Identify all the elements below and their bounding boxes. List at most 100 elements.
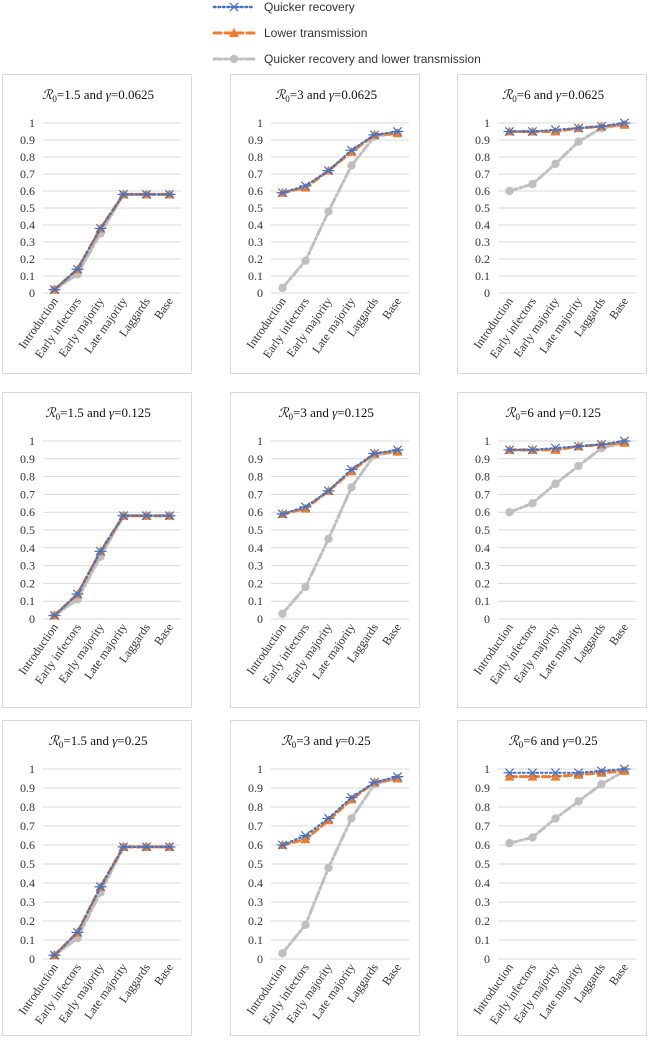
series-line xyxy=(281,131,399,195)
data-point xyxy=(94,223,107,234)
data-point xyxy=(278,949,287,958)
data-point xyxy=(572,768,585,778)
y-tick-label: 0.5 xyxy=(475,523,490,537)
data-point xyxy=(574,797,583,806)
y-tick-label: 0.7 xyxy=(475,487,490,501)
y-tick-label: 0.2 xyxy=(475,914,490,928)
data-point xyxy=(392,773,403,783)
y-tick-label: 0.8 xyxy=(248,800,263,814)
y-tick-label: 0.9 xyxy=(248,133,263,147)
data-point xyxy=(505,508,514,517)
y-tick-label: 0.7 xyxy=(248,819,263,833)
data-point xyxy=(322,486,335,496)
data-point xyxy=(526,445,539,455)
data-point xyxy=(527,771,538,781)
gamma-symbol: γ xyxy=(112,733,118,748)
y-tick-label: 0.6 xyxy=(20,838,35,852)
series-line xyxy=(281,131,399,290)
data-point xyxy=(618,118,631,128)
gamma-symbol: γ xyxy=(329,87,335,102)
y-tick-label: 0.5 xyxy=(248,201,263,215)
title-text-g: =0.0625 xyxy=(334,87,377,102)
title-text-g: =0.0625 xyxy=(561,87,604,102)
data-point xyxy=(595,121,608,132)
r-symbol: ℛ xyxy=(505,406,517,421)
y-tick-label: 0.1 xyxy=(248,269,263,283)
data-point xyxy=(392,446,403,456)
y-tick-label: 0.8 xyxy=(20,800,35,814)
y-tick-label: 0.1 xyxy=(20,933,35,947)
y-tick-label: 0.8 xyxy=(475,800,490,814)
y-tick-label: 0.1 xyxy=(20,594,35,608)
data-point xyxy=(550,771,561,781)
y-tick-label: 0.7 xyxy=(20,487,35,501)
y-tick-label: 0 xyxy=(484,286,490,300)
y-tick-label: 0.3 xyxy=(248,235,263,249)
data-point xyxy=(528,833,537,842)
y-tick-label: 0.9 xyxy=(20,133,35,147)
chart-title: ℛ0=3 and γ=0.25 xyxy=(281,733,370,750)
data-point xyxy=(345,792,358,803)
data-point xyxy=(140,842,153,852)
data-point xyxy=(278,609,287,618)
data-point xyxy=(597,780,606,789)
y-tick-label: 0.6 xyxy=(20,184,35,198)
y-tick-label: 0.5 xyxy=(475,201,490,215)
r-subscript: 0 xyxy=(289,412,294,422)
data-point xyxy=(619,765,630,775)
data-point xyxy=(596,767,607,777)
y-tick-label: 0 xyxy=(257,952,263,966)
r-subscript: 0 xyxy=(516,412,521,422)
data-point xyxy=(299,502,312,512)
data-point xyxy=(574,461,583,471)
data-point xyxy=(549,768,562,778)
r-subscript: 0 xyxy=(512,94,517,104)
data-point xyxy=(391,126,404,137)
data-point xyxy=(368,777,381,787)
y-tick-label: 0 xyxy=(257,286,263,300)
series-0 xyxy=(503,436,631,455)
gamma-symbol: γ xyxy=(106,87,112,102)
r-symbol: ℛ xyxy=(275,88,287,103)
data-point xyxy=(117,511,130,521)
y-tick-label: 0.6 xyxy=(20,505,35,519)
data-point xyxy=(526,768,539,778)
data-point xyxy=(94,882,107,892)
data-point xyxy=(528,180,537,189)
legend: Quicker recovery Lower transmission Quicke… xyxy=(212,0,542,66)
x-tick-label: Base xyxy=(606,295,631,322)
gamma-symbol: γ xyxy=(332,405,338,420)
y-tick-label: 0.7 xyxy=(475,167,490,181)
y-tick-label: 0.7 xyxy=(20,167,35,181)
y-tick-label: 0.4 xyxy=(248,876,263,890)
r-subscript: 0 xyxy=(52,94,57,104)
y-tick-label: 0.6 xyxy=(475,838,490,852)
data-point xyxy=(619,437,630,447)
y-tick-label: 0.3 xyxy=(20,559,35,573)
chart-title: ℛ0=3 and γ=0.0625 xyxy=(275,87,377,104)
gamma-symbol: γ xyxy=(562,733,568,748)
data-point xyxy=(324,207,333,216)
y-tick-label: 0.8 xyxy=(248,150,263,164)
data-point xyxy=(572,441,585,451)
chart-panel: ℛ0=3 and γ=0.0625 0 0.1 0.2 0.3 0.4 0.5 0.6 0.7 0… xyxy=(230,74,420,374)
y-tick-label: 0.5 xyxy=(475,857,490,871)
data-point xyxy=(140,189,153,200)
chart-title: ℛ0=1.5 and γ=0.125 xyxy=(45,405,150,422)
chart-panel: ℛ0=1.5 and γ=0.0625 0 0.1 0.2 0.3 0.4 0.5 0.6 0.… xyxy=(2,74,192,374)
y-tick-label: 0 xyxy=(484,612,490,626)
data-point xyxy=(347,161,356,170)
data-point xyxy=(505,838,514,848)
title-text-g: =0.25 xyxy=(117,733,147,748)
y-tick-label: 0.6 xyxy=(248,505,263,519)
y-tick-label: 0.9 xyxy=(475,133,490,147)
data-point xyxy=(504,771,515,781)
r-subscript: 0 xyxy=(519,740,524,750)
y-tick-label: 0.2 xyxy=(20,252,35,266)
y-tick-label: 0 xyxy=(29,286,35,300)
y-tick-label: 0 xyxy=(29,952,35,966)
series-line xyxy=(281,450,399,616)
x-tick-label: Base xyxy=(151,621,176,648)
y-tick-label: 0.2 xyxy=(248,252,263,266)
x-tick-label: Base xyxy=(379,961,404,988)
